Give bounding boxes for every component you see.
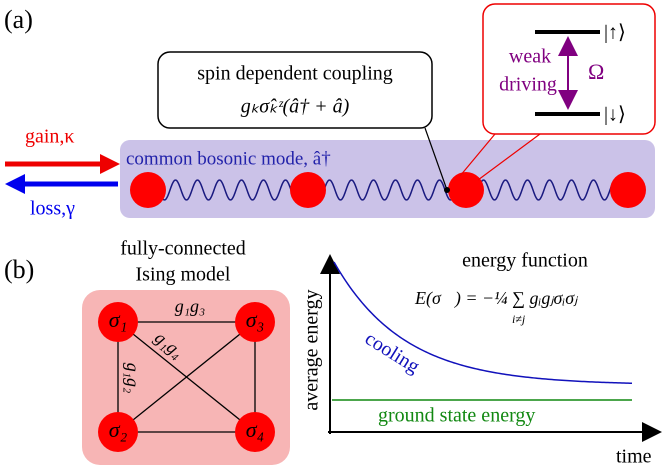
ground-label: ground state energy	[378, 405, 535, 427]
spin	[448, 172, 484, 208]
node-label: σ₂	[109, 417, 128, 442]
figure: (a) common bosonic mode, â† gain,κ loss,…	[0, 0, 667, 470]
ising-title: fully-connected	[120, 238, 246, 260]
spin	[610, 172, 646, 208]
x-label: time	[616, 446, 652, 468]
coupling-title: spin dependent coupling	[197, 63, 393, 85]
ising-title: Ising model	[136, 264, 231, 286]
pointer-dot	[444, 187, 450, 193]
node-label: σ₃	[246, 307, 265, 332]
edge-label: g₁g₂	[123, 363, 143, 394]
gain-label: gain,κ	[25, 126, 75, 148]
gain-arrowhead	[100, 154, 120, 174]
node-label: σ₁	[109, 307, 128, 332]
formula: E(σ⃗) = −¼ ∑ gᵢgⱼσᵢσⱼ	[414, 288, 579, 309]
mode-label: common bosonic mode, â†	[126, 148, 331, 169]
panel-label: (b)	[4, 255, 34, 284]
state-down: |↓⟩	[604, 104, 626, 126]
edge-label: g₁g₃	[175, 296, 206, 316]
spin	[130, 172, 166, 208]
plot-title: energy function	[462, 250, 588, 272]
omega: Ω	[588, 59, 604, 84]
node-label: σ₄	[246, 417, 265, 442]
loss-arrowhead	[5, 174, 25, 194]
cooling-label: cooling	[361, 327, 424, 377]
y-label: average energy	[301, 289, 323, 410]
coupling-formula: gₖσ̂ₖᶻ(â† + â)	[241, 96, 350, 118]
formula-sub: i≠j	[512, 312, 526, 326]
weak-label: weak	[509, 46, 551, 68]
loss-label: loss,γ	[30, 198, 75, 220]
state-up: |↑⟩	[604, 22, 626, 44]
panel-label: (a)	[4, 5, 33, 34]
driving-label: driving	[499, 74, 557, 96]
spin	[290, 172, 326, 208]
cooling-curve	[334, 262, 632, 383]
